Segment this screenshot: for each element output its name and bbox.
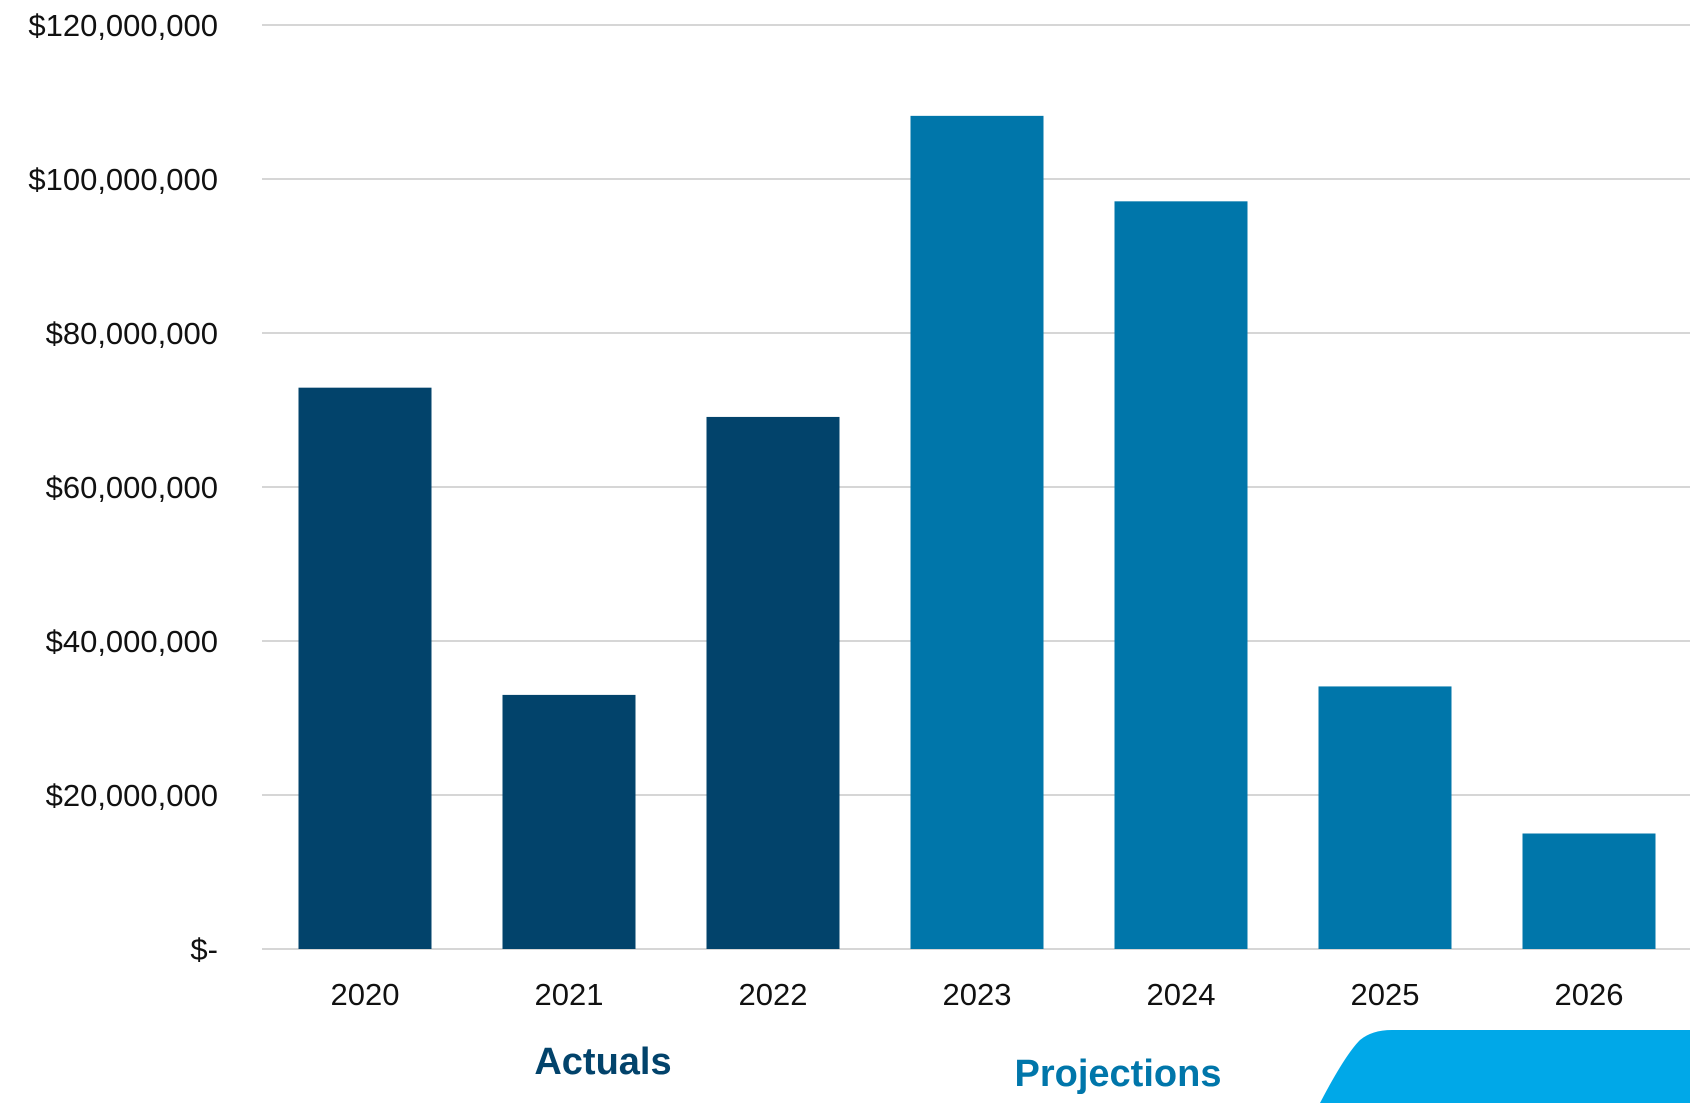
group-label-projections: Projections	[1015, 1053, 1222, 1095]
bar-2025	[1318, 686, 1452, 949]
y-tick-label: $100,000,000	[28, 162, 218, 197]
decorative-accent-shape	[1320, 1030, 1690, 1103]
x-tick-label-2022: 2022	[739, 977, 808, 1012]
x-tick-label-2026: 2026	[1555, 977, 1624, 1012]
x-tick-label-2023: 2023	[943, 977, 1012, 1012]
x-tick-label-2021: 2021	[535, 977, 604, 1012]
x-tick-label-2024: 2024	[1147, 977, 1216, 1012]
bar-2026	[1522, 833, 1656, 949]
y-tick-label: $-	[190, 932, 218, 967]
y-axis-tick-labels: $- $20,000,000 $40,000,000 $60,000,000 $80,0…	[28, 8, 218, 967]
bar-2024	[1114, 201, 1248, 949]
y-tick-label: $60,000,000	[46, 470, 218, 505]
y-tick-label: $20,000,000	[46, 778, 218, 813]
group-label-actuals: Actuals	[534, 1041, 671, 1083]
bars	[298, 115, 1656, 950]
x-axis-category-labels: 2020 2021 2022 2023 2024 2025 2026	[331, 977, 1624, 1012]
bar-2020	[298, 387, 432, 949]
y-tick-label: $40,000,000	[46, 624, 218, 659]
y-tick-label: $80,000,000	[46, 316, 218, 351]
bar-2023	[910, 115, 1044, 950]
bar-2022	[706, 416, 840, 949]
x-tick-label-2020: 2020	[331, 977, 400, 1012]
y-tick-label: $120,000,000	[28, 8, 218, 43]
x-tick-label-2025: 2025	[1351, 977, 1420, 1012]
bar-2021	[502, 694, 636, 949]
